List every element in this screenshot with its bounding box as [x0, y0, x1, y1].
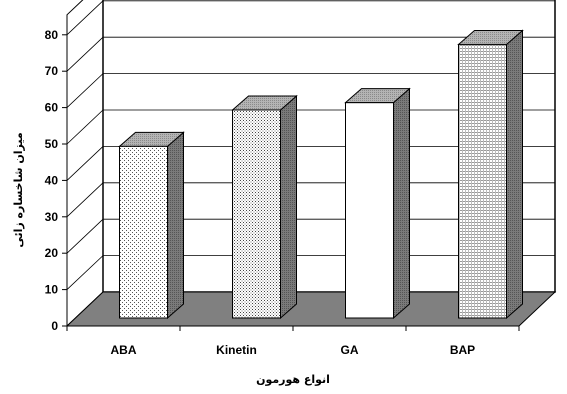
y-tick-label: 30: [45, 210, 59, 224]
x-tick-label: Kinetin: [216, 343, 257, 357]
y-tick-label: 70: [45, 64, 59, 78]
y-tick-label: 60: [45, 101, 59, 115]
bar-front: [458, 43, 507, 319]
y-tick-label: 50: [45, 137, 59, 151]
x-tick-label: ABA: [111, 343, 137, 357]
bar-front: [119, 145, 168, 319]
x-tick-label: GA: [341, 343, 359, 357]
gridline: [66, 0, 555, 36]
y-tick-label: 20: [45, 246, 59, 260]
bar-aba: [118, 131, 185, 320]
bars: [118, 29, 524, 320]
bar-front: [232, 109, 281, 319]
y-tick-label: 40: [45, 173, 59, 187]
y-tick-label: 10: [45, 283, 59, 297]
x-axis: ABA Kinetin GA BAP: [66, 325, 520, 357]
gridline: [66, 36, 555, 72]
bar-kinetin: [231, 94, 298, 320]
bar-bap: [457, 29, 524, 320]
y-axis-title: میزان شاخساره زائی: [12, 132, 25, 247]
bar-ga: [344, 87, 411, 320]
y-tick-label: 0: [51, 319, 58, 333]
gridline: [66, 73, 555, 108]
bar-front: [345, 102, 394, 319]
x-axis-title: انواع هورمون: [256, 373, 330, 386]
y-tick-label: 80: [45, 28, 59, 42]
y-axis: 0 10 20 30 40 50 60 70 80: [45, 28, 68, 333]
bar-side: [280, 94, 297, 320]
bar-side: [393, 87, 410, 320]
bar-side: [167, 131, 184, 320]
x-tick-label: BAP: [450, 343, 475, 357]
bar-side: [506, 29, 523, 320]
